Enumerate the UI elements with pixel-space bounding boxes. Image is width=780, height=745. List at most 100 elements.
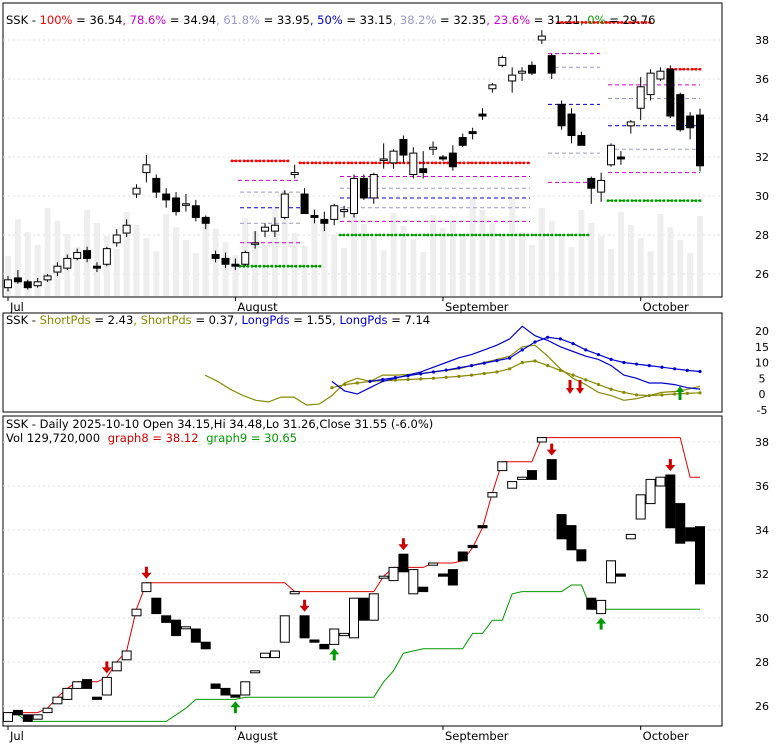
box-bar <box>161 615 172 623</box>
box-bar <box>546 459 557 480</box>
fib-level-dot <box>314 264 318 268</box>
fib-level-dot <box>442 233 446 237</box>
fib-level-dot <box>618 199 622 203</box>
fib-level-dot <box>250 159 254 163</box>
candle-body <box>508 74 517 82</box>
box-bar <box>477 525 488 529</box>
fib-level-dot <box>626 199 630 203</box>
candle-body <box>686 115 695 129</box>
fib-level-dot <box>470 233 474 237</box>
volume-bar <box>598 236 605 296</box>
candle-body <box>211 254 220 259</box>
fib-level-dot <box>350 161 354 165</box>
fib-level-dot <box>570 233 574 237</box>
y-axis: 20 15 10 5 0 -5 <box>755 325 769 417</box>
legend-item-label: , 61.8% <box>216 13 260 27</box>
volume-bar <box>390 213 397 296</box>
series-point <box>469 373 474 377</box>
lower-channel-line <box>7 584 700 722</box>
candle-body <box>448 152 457 168</box>
candle-body <box>369 174 378 199</box>
fib-level-dot <box>302 264 306 268</box>
fib-level-dot <box>474 161 478 165</box>
series-point <box>444 368 448 372</box>
legend-ticker: SSK - <box>6 313 40 327</box>
fib-level-dot <box>526 233 530 237</box>
series-point <box>622 360 626 365</box>
series-point <box>584 378 588 382</box>
fib-level-dot <box>394 233 398 237</box>
series-point <box>355 381 359 385</box>
y-tick-label: 34 <box>755 112 769 125</box>
box-bar <box>171 619 182 637</box>
legend-item-value: = 33.15 <box>343 13 393 27</box>
box-bar <box>131 608 142 617</box>
candle-body <box>419 168 428 174</box>
legend-item-label: , LongPds <box>234 313 289 327</box>
legend-item-value: = 36.54 <box>73 13 123 27</box>
series-point <box>508 367 512 371</box>
fib-level-dot <box>430 161 434 165</box>
sell-arrow <box>101 661 112 674</box>
series-point <box>457 374 461 378</box>
series-point <box>558 368 562 372</box>
series-point <box>419 372 423 376</box>
legend-item-label: , 0% <box>580 13 606 27</box>
fib-level-dot <box>546 233 550 237</box>
box-bar <box>250 670 261 674</box>
candle-body <box>557 103 566 127</box>
fib-level-dot <box>470 161 474 165</box>
volume-bar <box>489 223 496 296</box>
volume-bar <box>331 235 338 296</box>
fib-level-dot <box>454 233 458 237</box>
box-bar <box>418 586 429 593</box>
box-bar <box>655 476 666 487</box>
box-bar <box>299 615 310 639</box>
fib-level-dot <box>326 161 330 165</box>
volume-bar <box>687 253 694 296</box>
series-point <box>431 370 436 374</box>
candle-body <box>458 137 467 146</box>
fib-level-dot <box>538 233 542 237</box>
candle-body <box>518 70 527 74</box>
x-tick-label: August <box>237 300 278 314</box>
candle-body <box>587 177 596 189</box>
legend-item-value: = 29.76 <box>606 13 656 27</box>
fib-level-dot <box>318 161 322 165</box>
fib-level-dot <box>526 161 530 165</box>
volume-bar <box>449 221 456 296</box>
box-bar <box>536 437 547 443</box>
fib-level-dot <box>462 233 466 237</box>
fib-level-dot <box>572 21 576 24</box>
box-bar <box>497 461 508 472</box>
volume-bar <box>499 236 506 296</box>
volume-bar <box>647 251 654 296</box>
fib-level-dot <box>354 233 358 237</box>
fib-level-dot <box>266 159 270 163</box>
fib-level-dot <box>402 233 406 237</box>
legend-ticker: SSK - <box>6 13 40 27</box>
fib-level-dot <box>422 233 426 237</box>
fib-level-dot <box>298 264 302 268</box>
fib-level-dot <box>346 161 350 165</box>
fib-level-dot <box>632 21 636 24</box>
fib-level-dot <box>406 161 410 165</box>
candle-body <box>231 263 240 267</box>
fib-level-dot <box>494 161 498 165</box>
legend-item-value: = 2.43 <box>91 313 134 327</box>
candle-body <box>468 131 477 135</box>
series-point <box>698 391 702 395</box>
box-bar <box>319 643 330 650</box>
fib-level-dot <box>266 264 270 268</box>
fib-level-dot <box>306 264 310 268</box>
candle-body <box>201 216 210 224</box>
fib-level-dot <box>514 233 518 237</box>
fib-level-dot <box>430 233 434 237</box>
volume-bar <box>351 211 357 296</box>
box-bar <box>566 525 577 551</box>
box-bar <box>82 679 93 689</box>
x-tick-label: September <box>445 729 509 743</box>
legend-item-label: , ShortPds <box>133 313 191 327</box>
fib-level-dot <box>254 264 258 268</box>
volume-bar <box>617 212 624 296</box>
